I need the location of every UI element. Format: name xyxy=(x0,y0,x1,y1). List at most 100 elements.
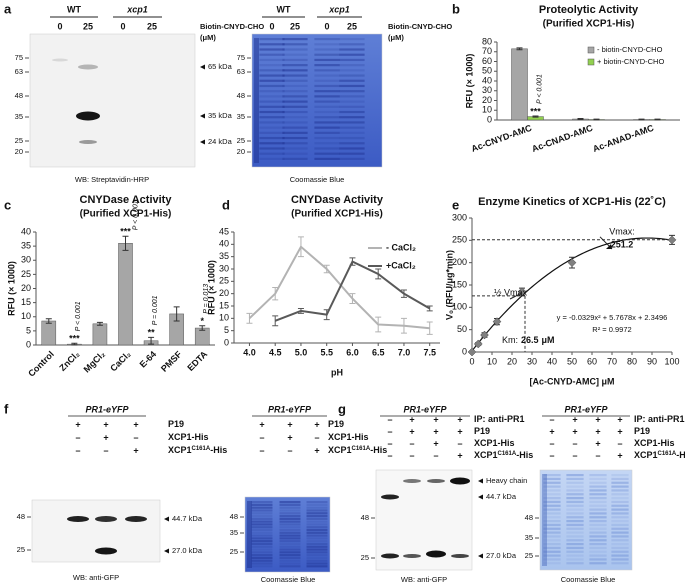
protein-band xyxy=(589,481,607,484)
protein-band xyxy=(611,527,629,530)
y-tick-label: 0 xyxy=(26,339,31,349)
y-tick-label: 60 xyxy=(482,56,492,66)
protein-band xyxy=(589,474,607,477)
row-label-text: XCP1 xyxy=(634,450,658,460)
protein-band xyxy=(589,504,607,507)
protein-band xyxy=(259,38,285,41)
blot-caption: Coomassie Blue xyxy=(290,175,345,184)
protein-band xyxy=(566,539,584,542)
protein-band xyxy=(339,48,365,51)
sign: – xyxy=(572,450,577,460)
protein-band xyxy=(282,147,308,150)
protein-band xyxy=(543,558,561,561)
half-vmax-label: ½ Vmax xyxy=(494,287,528,297)
protein-band xyxy=(566,477,584,481)
x-tick-label: 10 xyxy=(487,356,497,366)
panel-letter: d xyxy=(222,197,230,212)
protein-band xyxy=(611,520,629,523)
y-axis-label: RFU (× 1000) xyxy=(6,261,16,316)
sign: + xyxy=(75,419,80,429)
significance-stars: * xyxy=(200,316,204,326)
protein-band xyxy=(282,84,308,88)
row-label-text: P19 xyxy=(634,426,650,436)
x-tick-label: Ac-ANAD-AMC xyxy=(591,123,655,154)
protein-band xyxy=(339,64,365,67)
km-label-text: Km: xyxy=(502,335,518,345)
reagent-label: Biotin-CNYD-CHO xyxy=(388,22,452,31)
protein-band xyxy=(251,501,273,504)
data-line xyxy=(274,260,431,322)
y-tick-label: 30 xyxy=(219,263,229,273)
protein-band xyxy=(589,554,607,557)
protein-band xyxy=(306,526,328,529)
protein-band xyxy=(251,540,273,543)
protein-band xyxy=(611,500,629,504)
y-tick-label: 150 xyxy=(452,279,467,289)
y-tick-label: 80 xyxy=(482,36,492,46)
sign: + xyxy=(409,426,414,436)
protein-band xyxy=(306,531,328,534)
marker-label: 25 xyxy=(230,547,238,556)
protein-band xyxy=(339,90,365,93)
protein-band xyxy=(611,493,629,496)
protein-band xyxy=(306,528,328,532)
protein-band xyxy=(279,514,301,518)
y-tick-label: 0 xyxy=(487,114,492,124)
protein-band xyxy=(251,548,273,551)
protein-band xyxy=(259,110,285,114)
y-tick-label: 100 xyxy=(452,302,467,312)
band-arrow xyxy=(478,553,483,559)
group-label: xcp1 xyxy=(328,4,350,14)
band-arrow xyxy=(478,478,483,484)
protein-band xyxy=(259,152,285,155)
reagent-label: (μM) xyxy=(388,33,404,42)
protein-band xyxy=(611,512,629,515)
protein-band xyxy=(339,105,365,108)
protein-band xyxy=(306,545,328,548)
protein-band xyxy=(306,503,328,506)
band-arrow xyxy=(200,139,205,145)
protein-band xyxy=(259,157,285,160)
protein-band xyxy=(589,527,607,530)
marker-label: 35 xyxy=(15,112,23,121)
protein-band xyxy=(251,556,273,560)
protein-band xyxy=(306,565,328,568)
x-tick-label: E-64 xyxy=(138,349,159,370)
protein-band xyxy=(589,516,607,519)
protein-band xyxy=(589,493,607,496)
row-label-text: XCP1-His xyxy=(474,438,515,448)
protein-band xyxy=(611,485,629,488)
protein-band xyxy=(279,531,301,534)
x-tick-label: 7.0 xyxy=(398,347,411,357)
protein-band xyxy=(251,514,273,518)
protein-band xyxy=(306,542,328,546)
x-tick-label: EDTA xyxy=(185,349,209,373)
marker-label: 25 xyxy=(525,551,533,560)
protein-band xyxy=(589,543,607,546)
protein-band xyxy=(279,534,301,537)
y-tick-label: 5 xyxy=(26,325,31,335)
blot-caption: WB: anti-GFP xyxy=(401,575,447,584)
data-point xyxy=(473,339,483,349)
protein-band xyxy=(543,485,561,488)
x-tick-label: 60 xyxy=(587,356,597,366)
row-label: XCP1-His xyxy=(168,432,209,442)
y-axis-label: RFU (× 1000) xyxy=(464,54,474,109)
panel-letter: e xyxy=(452,197,459,212)
protein-band xyxy=(611,546,629,550)
dose-label: 0 xyxy=(57,21,62,31)
protein-band xyxy=(589,520,607,523)
protein-band xyxy=(314,116,340,119)
band-arrow xyxy=(164,548,169,554)
protein-band xyxy=(306,523,328,526)
chart-title: Enzyme Kinetics of XCP1-His (22˚C) xyxy=(478,196,666,208)
protein-band xyxy=(314,142,340,145)
protein-band xyxy=(611,562,629,565)
protein-band xyxy=(566,558,584,561)
protein-band xyxy=(543,493,561,496)
protein-band xyxy=(339,142,365,145)
band-arrow xyxy=(200,64,205,70)
band-label: 44.7 kDa xyxy=(172,514,203,523)
protein-band xyxy=(543,504,561,507)
row-label: P19 xyxy=(474,426,490,436)
